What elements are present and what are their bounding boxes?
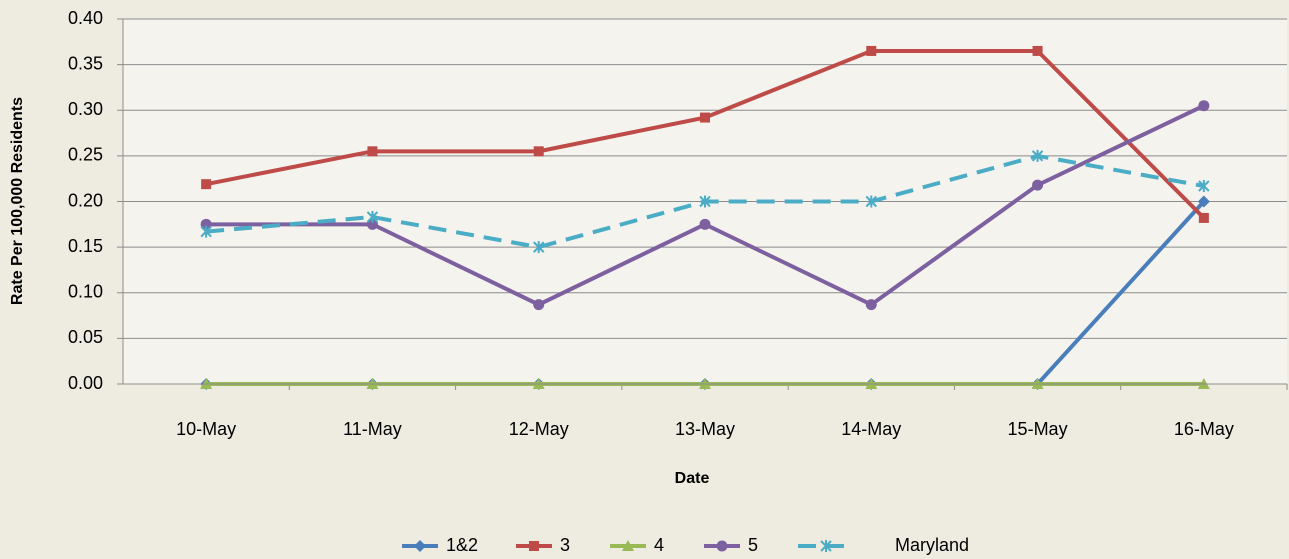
marker — [200, 218, 212, 230]
y-tick-label: 0.15 — [68, 236, 103, 256]
marker — [1198, 100, 1210, 112]
y-tick-label: 0.00 — [68, 373, 103, 393]
legend-label: Maryland — [895, 535, 969, 555]
marker — [699, 218, 711, 230]
marker — [700, 112, 710, 123]
marker — [699, 195, 711, 208]
x-tick-label: 12-May — [509, 419, 569, 439]
x-tick-label: 11-May — [343, 419, 402, 439]
legend-label: 4 — [654, 535, 664, 555]
marker — [200, 225, 212, 238]
marker — [367, 146, 378, 157]
legend-label: 1&2 — [446, 535, 478, 555]
marker — [201, 179, 212, 190]
marker — [533, 241, 545, 254]
legend-label: 5 — [748, 535, 758, 555]
legend-marker — [622, 540, 634, 551]
legend-marker — [820, 540, 832, 552]
marker — [533, 299, 545, 311]
x-tick-label: 16-May — [1174, 419, 1234, 439]
marker — [1032, 45, 1043, 56]
y-tick-label: 0.05 — [68, 327, 103, 347]
legend-marker — [716, 540, 728, 552]
x-tick-label: 13-May — [675, 419, 735, 439]
marker — [366, 211, 379, 224]
x-axis-title: Date — [675, 470, 710, 487]
marker — [366, 218, 378, 230]
x-tick-label: 10-May — [176, 419, 236, 439]
marker — [1031, 149, 1044, 162]
legend-marker — [414, 540, 426, 552]
legend-marker — [529, 541, 539, 551]
marker — [865, 299, 877, 311]
y-tick-label: 0.20 — [68, 190, 103, 210]
marker — [533, 146, 544, 157]
legend-label: 3 — [560, 535, 570, 555]
y-tick-label: 0.35 — [68, 53, 103, 73]
marker — [1032, 179, 1044, 191]
marker — [865, 195, 877, 208]
x-tick-label: 14-May — [841, 419, 901, 439]
x-tick-label: 15-May — [1008, 419, 1068, 439]
y-tick-label: 0.25 — [68, 145, 103, 165]
y-axis-title: Rate Per 100,000 Residents — [9, 97, 26, 305]
marker — [866, 45, 877, 56]
marker — [1198, 179, 1210, 192]
marker — [1198, 212, 1209, 223]
y-tick-label: 0.10 — [68, 282, 103, 302]
y-tick-label: 0.40 — [68, 8, 103, 28]
marker — [1197, 195, 1210, 208]
y-tick-label: 0.30 — [68, 99, 103, 119]
